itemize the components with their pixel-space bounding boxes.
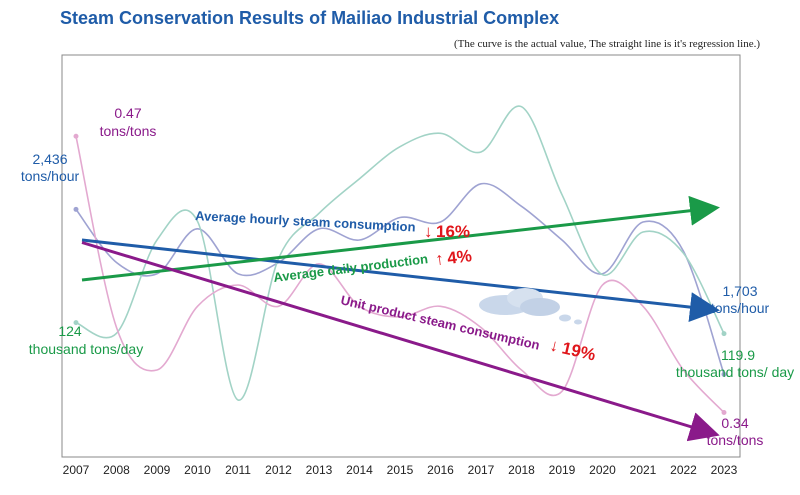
x-tick-label: 2020 xyxy=(589,463,616,477)
x-tick-label: 2019 xyxy=(549,463,576,477)
regression-line-3 xyxy=(81,241,720,442)
curve-endpoint xyxy=(73,320,79,326)
x-tick-label: 2009 xyxy=(144,463,171,477)
actual-curve-3 xyxy=(75,136,725,414)
regression-lines xyxy=(81,195,720,442)
purple-change-arrow: ↓ xyxy=(548,335,561,355)
blue-regression-annotation: Average hourly steam consumption ↓ 16% xyxy=(195,208,470,241)
regression-line-1 xyxy=(81,238,720,323)
green-end-unit: thousand tons/ day xyxy=(676,364,794,380)
x-tick-label: 2007 xyxy=(63,463,90,477)
x-tick-label: 2016 xyxy=(427,463,454,477)
chart-subtitle: (The curve is the actual value, The stra… xyxy=(453,38,760,50)
x-tick-label: 2023 xyxy=(711,463,738,477)
x-tick-label: 2022 xyxy=(670,463,697,477)
blue-start-unit: tons/hour xyxy=(21,168,80,184)
x-tick-label: 2021 xyxy=(630,463,657,477)
x-axis-ticks: 2007 2008 2009 2010 2011 2012 2013 2014 2015 2016… xyxy=(63,463,738,477)
purple-end-value: 0.34 xyxy=(721,415,748,431)
regression-line-2 xyxy=(81,195,720,282)
curve-endpoint xyxy=(73,133,79,139)
purple-change-pct: 19% xyxy=(560,338,597,364)
green-start-value: 124 xyxy=(58,323,82,339)
blue-start-value: 2,436 xyxy=(32,151,67,167)
actual-curves xyxy=(73,105,727,415)
blue-end-value: 1,703 xyxy=(722,283,757,299)
green-change-pct: 4% xyxy=(446,246,473,268)
purple-regression-annotation: Unit product steam consumption ↓ 19% xyxy=(339,292,597,364)
green-change-arrow: ↑ xyxy=(434,249,445,269)
blue-change-arrow: ↓ xyxy=(424,222,433,241)
blue-change-pct: 16% xyxy=(436,222,470,241)
x-tick-label: 2008 xyxy=(103,463,130,477)
x-tick-label: 2013 xyxy=(306,463,333,477)
x-tick-label: 2015 xyxy=(387,463,414,477)
x-tick-label: 2012 xyxy=(265,463,292,477)
curve-endpoint xyxy=(721,371,727,377)
chart-title: Steam Conservation Results of Mailiao In… xyxy=(60,8,560,28)
x-tick-label: 2010 xyxy=(184,463,211,477)
x-tick-label: 2017 xyxy=(468,463,495,477)
cloud-icon xyxy=(479,288,582,325)
blue-end-unit: tons/hour xyxy=(711,300,770,316)
blue-regression-label: Average hourly steam consumption xyxy=(195,208,416,235)
x-tick-label: 2018 xyxy=(508,463,535,477)
plot-frame xyxy=(61,54,741,458)
x-tick-label: 2011 xyxy=(225,463,251,477)
x-tick-label: 2014 xyxy=(346,463,373,477)
actual-curve-1 xyxy=(75,182,725,375)
curve-endpoint xyxy=(721,331,727,337)
purple-end-unit: tons/tons xyxy=(707,432,764,448)
green-end-value: 119.9 xyxy=(721,347,755,363)
green-start-unit: thousand tons/day xyxy=(29,341,143,357)
purple-start-value: 0.47 xyxy=(114,105,141,121)
curve-endpoint xyxy=(721,410,727,415)
curve-endpoint xyxy=(73,206,79,212)
actual-curve-2 xyxy=(75,105,725,401)
purple-start-unit: tons/tons xyxy=(100,123,157,139)
